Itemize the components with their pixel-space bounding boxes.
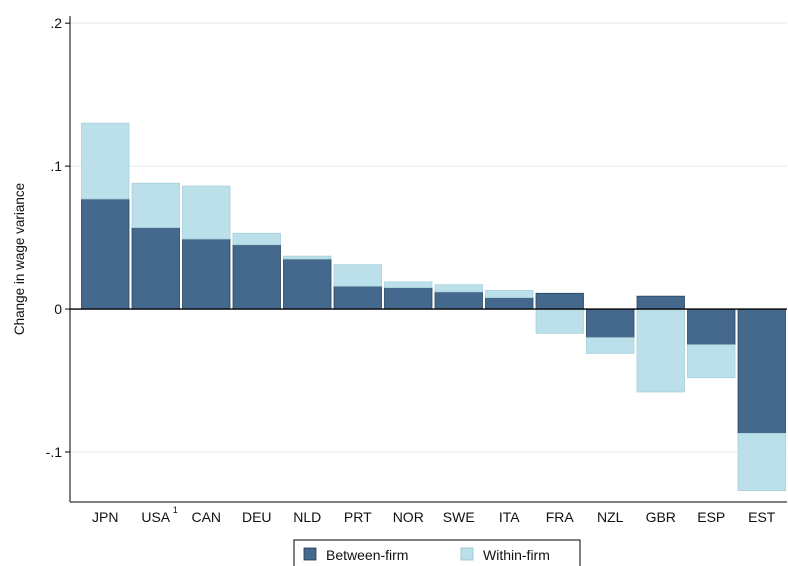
bar-within-firm: [283, 255, 332, 260]
y-tick-label: 0: [54, 301, 62, 317]
x-tick-label: EST: [748, 509, 776, 525]
x-tick-labels: JPN USA 1 CAN DEU NLD PRT NOR SWE ITA FRA NZL GBR ESP…: [92, 505, 776, 525]
x-tick-label-superscript: 1: [173, 505, 178, 515]
legend-box: [293, 539, 581, 566]
bar-between-firm: [283, 258, 332, 310]
x-tick-label: ESP: [697, 509, 725, 525]
bar-within-firm: [131, 182, 180, 228]
bar-within-firm: [232, 232, 281, 246]
x-tick-label: DEU: [242, 509, 272, 525]
bar-between-firm: [586, 308, 635, 339]
x-tick-label: NLD: [293, 509, 321, 525]
bar-between-firm: [232, 244, 281, 310]
x-tick-label: PRT: [344, 509, 372, 525]
bars: [70, 122, 787, 491]
legend-label-within-firm: Within-firm: [483, 547, 550, 563]
bar-between-firm: [687, 308, 736, 346]
y-axis-label: Change in wage variance: [12, 183, 27, 335]
bar-within-firm: [535, 308, 584, 334]
x-tick-label: NZL: [597, 509, 624, 525]
x-tick-label: JPN: [92, 509, 118, 525]
x-tick-label: USA: [141, 509, 170, 525]
bar-between-firm: [81, 198, 130, 310]
gridlines: [70, 22, 787, 453]
bar-between-firm: [737, 308, 786, 434]
x-tick-label: SWE: [443, 509, 475, 525]
bar-within-firm: [737, 432, 786, 491]
bar-within-firm: [586, 337, 635, 354]
bar-between-firm: [535, 292, 584, 310]
bar-within-firm: [182, 185, 231, 240]
legend: Between-firm Within-firm: [293, 539, 581, 566]
axes: [69, 16, 787, 503]
bar-within-firm: [81, 122, 130, 200]
bar-between-firm: [485, 297, 534, 310]
x-tick-label: NOR: [393, 509, 424, 525]
bar-within-firm: [485, 290, 534, 298]
x-tick-label: FRA: [546, 509, 575, 525]
y-ticks: .2 .1 0 -.1: [46, 15, 70, 460]
bar-between-firm: [636, 295, 685, 310]
bar-within-firm: [434, 284, 483, 293]
x-tick-label: CAN: [191, 509, 221, 525]
y-tick-label: .2: [50, 15, 62, 31]
y-tick-label: -.1: [46, 444, 63, 460]
bar-between-firm: [384, 287, 433, 310]
legend-label-between-firm: Between-firm: [326, 547, 408, 563]
x-tick-label: ITA: [499, 509, 520, 525]
bar-within-firm: [333, 264, 382, 287]
bar-between-firm: [333, 285, 382, 310]
y-tick-label: .1: [50, 158, 62, 174]
bar-between-firm: [131, 227, 180, 310]
bar-within-firm: [687, 344, 736, 379]
legend-swatch-between-firm: [303, 547, 317, 561]
legend-swatch-within-firm: [460, 547, 474, 561]
bar-between-firm: [182, 238, 231, 310]
x-tick-label: GBR: [646, 509, 676, 525]
bar-within-firm: [636, 308, 685, 393]
bar-between-firm: [434, 291, 483, 310]
bar-within-firm: [384, 281, 433, 288]
